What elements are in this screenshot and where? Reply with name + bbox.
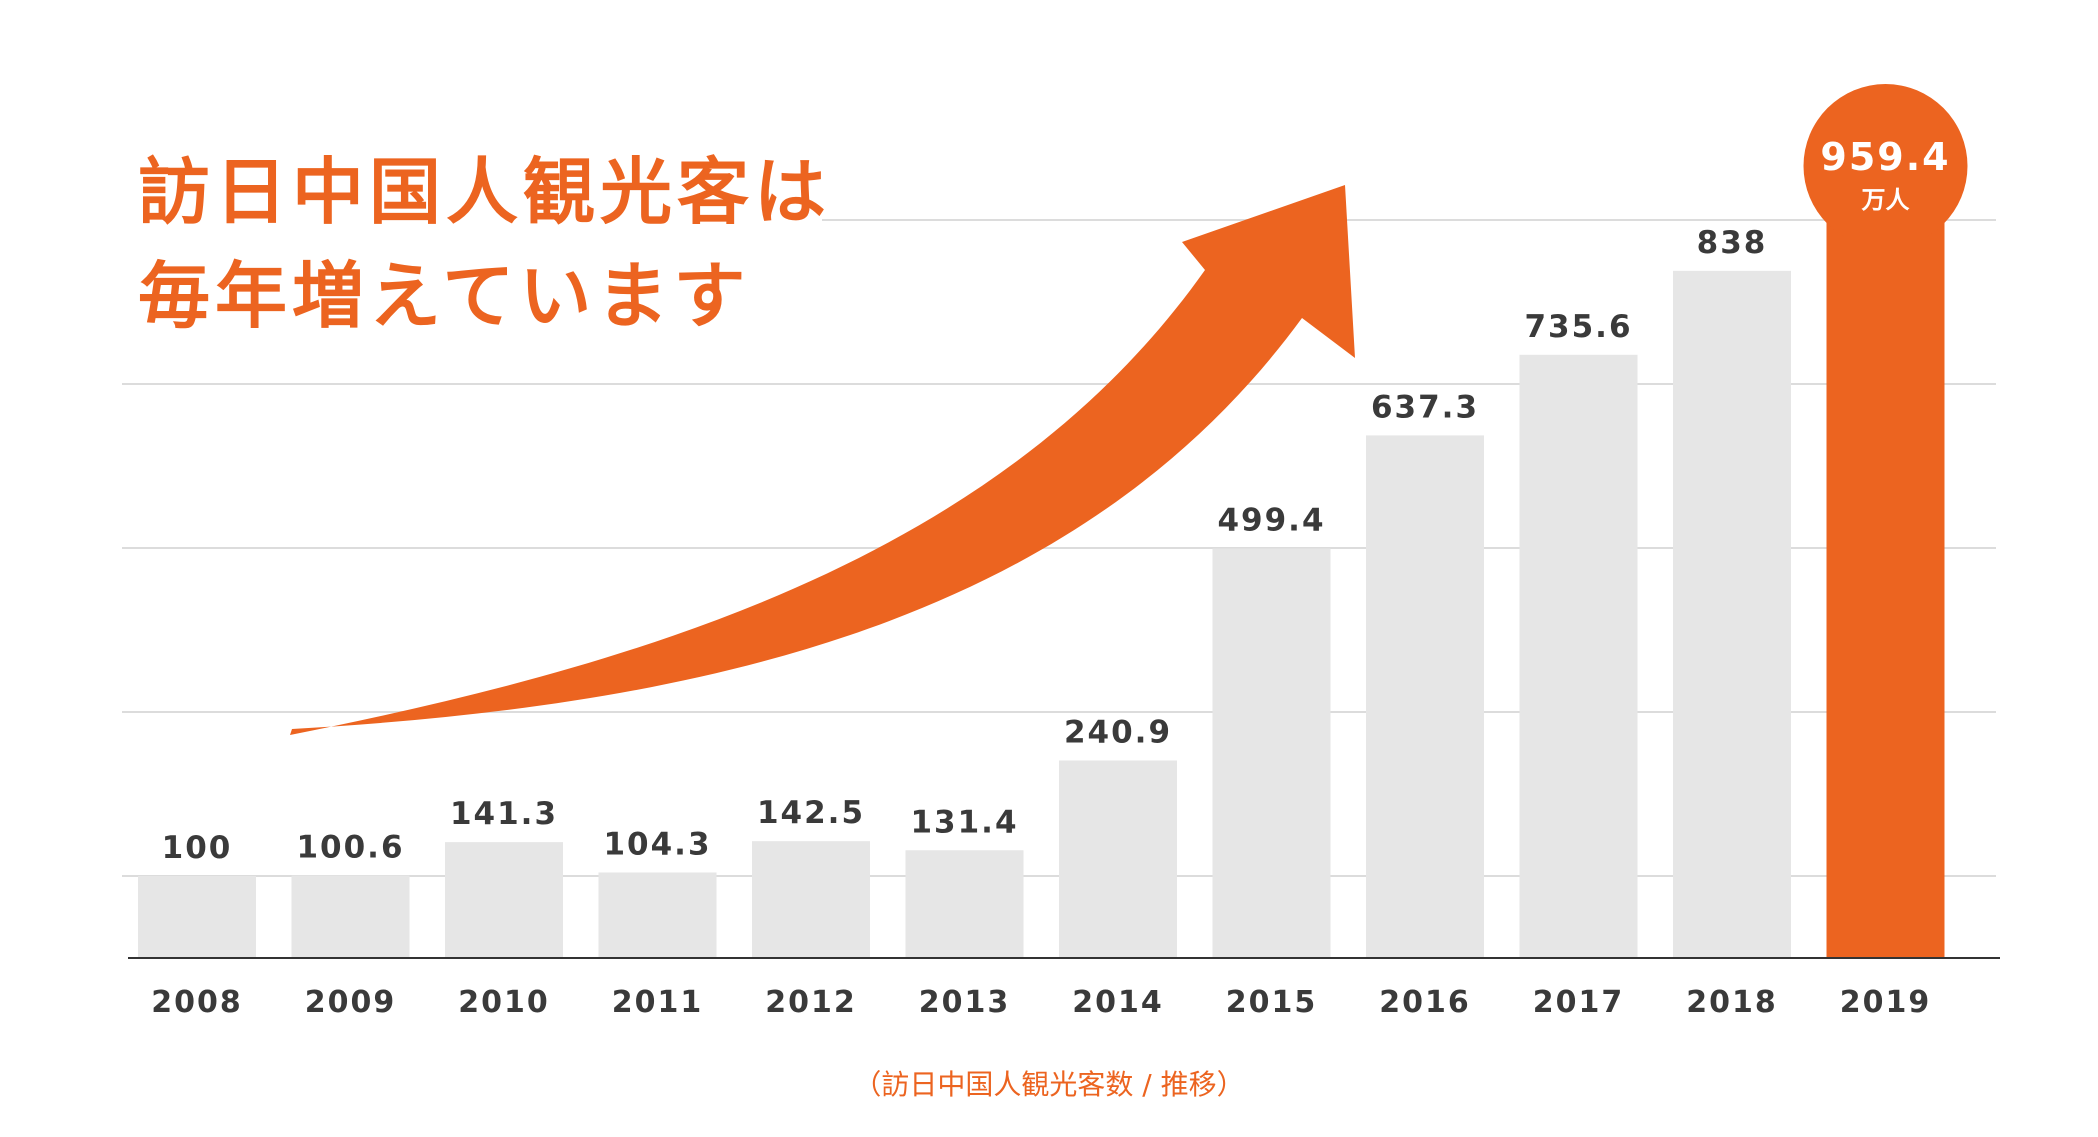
callout-pointer [1872, 240, 1899, 264]
value-label-2014: 240.9 [1064, 714, 1172, 750]
x-axis-labels: 2008 2009 2010 2011 2012 2013 2014 2015 2016 2017… [151, 985, 1932, 1020]
bar-2012 [752, 841, 870, 958]
bars [138, 171, 1945, 959]
value-label-2018: 838 [1697, 225, 1768, 261]
chart-caption: （訪日中国人観光客数 / 推移） [853, 1068, 1245, 1101]
x-tick-label-2016: 2016 [1379, 985, 1471, 1020]
x-tick-label-2019: 2019 [1840, 985, 1932, 1020]
x-tick-label-2014: 2014 [1072, 985, 1164, 1020]
value-label-2016: 637.3 [1371, 389, 1479, 425]
highlight-callout: 959.4 万人 [1803, 84, 1968, 264]
bar-2016 [1366, 435, 1484, 958]
value-label-2010: 141.3 [450, 796, 558, 832]
x-tick-label-2011: 2011 [612, 985, 704, 1020]
bar-2010 [445, 842, 563, 958]
bar-2013 [905, 850, 1024, 958]
bar-2017 [1519, 354, 1638, 959]
x-tick-label-2015: 2015 [1226, 985, 1318, 1020]
value-label-2011: 104.3 [603, 826, 711, 862]
callout-bubble [1803, 84, 1968, 248]
x-tick-label-2017: 2017 [1533, 985, 1625, 1020]
bar-2015 [1212, 548, 1331, 958]
value-label-2008: 100 [162, 830, 233, 866]
x-tick-label-2013: 2013 [919, 985, 1011, 1020]
headline-line-1: 訪日中国人観光客は [138, 150, 832, 234]
value-label-2013: 131.4 [910, 804, 1018, 840]
value-label-2017: 735.6 [1524, 309, 1632, 345]
value-labels: 100 100.6 141.3 104.3 142.5 131.4 240.9 499.4 63… [162, 225, 1768, 866]
callout-unit: 万人 [1862, 186, 1910, 214]
bar-2008 [138, 876, 256, 958]
x-tick-label-2010: 2010 [458, 985, 550, 1020]
headline-line-2: 毎年増えています [138, 254, 751, 338]
bar-2014 [1059, 760, 1177, 958]
bar-2011 [598, 872, 717, 958]
x-tick-label-2009: 2009 [305, 985, 397, 1020]
x-tick-label-2012: 2012 [765, 985, 857, 1020]
value-label-2009: 100.6 [296, 830, 404, 866]
headline: 訪日中国人観光客は 毎年増えています [138, 140, 831, 348]
value-label-2015: 499.4 [1217, 502, 1325, 538]
bar-2018 [1673, 270, 1791, 959]
bar-2019 [1826, 171, 1945, 959]
x-tick-label-2018: 2018 [1686, 985, 1778, 1020]
value-label-2012: 142.5 [757, 795, 865, 831]
trend-arrow-icon [290, 185, 1355, 735]
bar-2009 [291, 875, 410, 958]
x-tick-label-2008: 2008 [151, 985, 243, 1020]
callout-value: 959.4 [1820, 135, 1950, 179]
